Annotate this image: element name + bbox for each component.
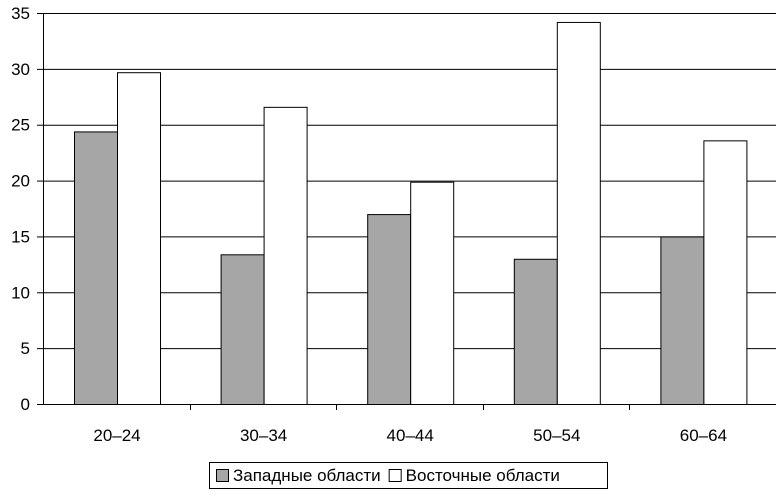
y-tick-label: 30 [11,60,30,79]
x-axis-tick-labels: 20–24 30–34 40–44 50–54 60–64 [93,426,727,445]
legend-swatch-series-2 [388,469,402,482]
bar-series-1-20–24 [74,131,118,405]
x-tick-label: 60–64 [680,426,727,445]
legend-swatch-series-1 [216,469,229,482]
bar-series-2-20–24 [117,72,161,406]
bar-series-2-60–64 [703,140,748,405]
bars [74,21,748,406]
x-tick-label: 20–24 [93,426,140,445]
x-tick-label: 40–44 [387,426,434,445]
y-tick-label: 20 [11,172,30,191]
y-axis-tick-labels: 0 5 10 15 20 25 30 35 [11,4,30,414]
x-tick-label: 50–54 [533,426,580,445]
y-tick-label: 10 [11,283,30,302]
bar-series-2-50–54 [556,21,601,406]
legend-label-series-1: Западные области [233,466,381,485]
bar-series-2-30–34 [263,106,308,405]
y-tick-label: 0 [21,395,30,414]
bar-series-1-40–44 [367,214,412,405]
legend-box [209,462,608,489]
axes [37,13,776,410]
bar-series-1-30–34 [220,254,265,405]
y-tick-label: 15 [11,227,30,246]
y-tick-label: 5 [21,339,30,358]
legend: Западные области Восточные области [209,462,608,489]
legend-label-series-2: Восточные области [406,466,560,485]
bar-series-2-40–44 [410,181,455,405]
y-tick-label: 35 [11,4,30,23]
bar-series-1-50–54 [513,258,558,405]
x-tick-label: 30–34 [240,426,287,445]
y-tick-label: 25 [11,116,30,135]
bar-series-1-60–64 [660,236,705,405]
